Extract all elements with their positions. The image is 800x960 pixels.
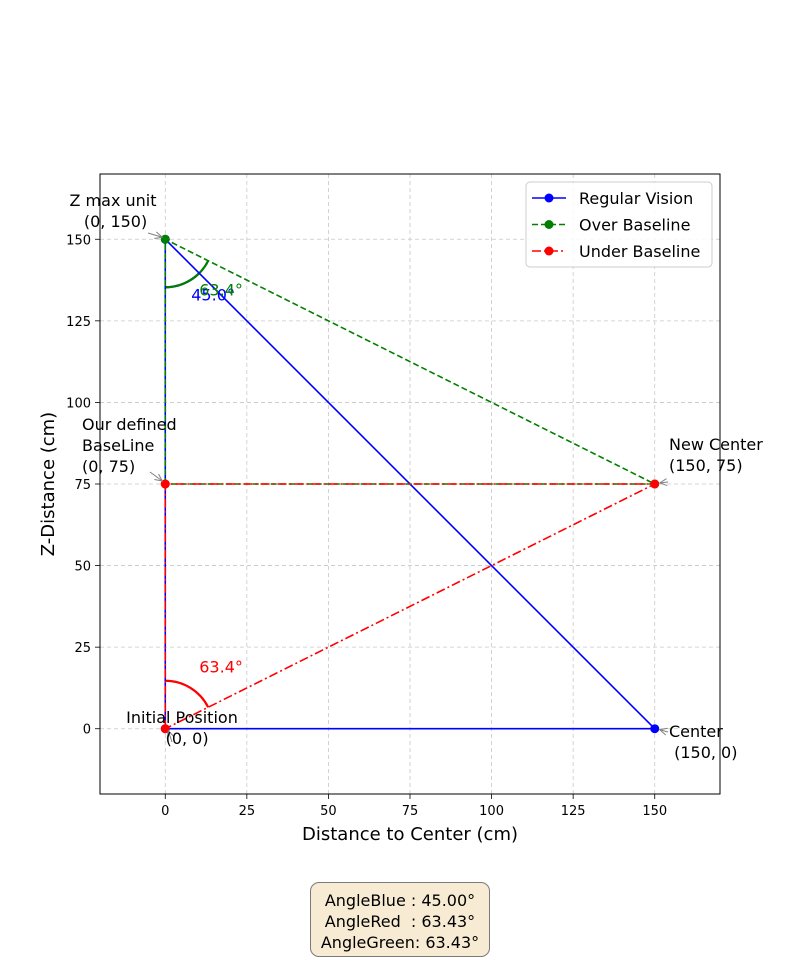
y-tick-label: 25 (74, 641, 91, 656)
angle-label-1: 63.4° (199, 280, 243, 299)
legend-label-2: Under Baseline (579, 242, 700, 261)
x-tick-label: 25 (239, 804, 256, 819)
x-tick-label: 125 (561, 804, 586, 819)
series-0-point (650, 724, 660, 734)
plot-frame (99, 173, 721, 795)
legend-marker-1 (544, 220, 554, 229)
y-tick-label: 125 (66, 315, 91, 330)
legend-label-1: Over Baseline (579, 216, 690, 235)
annotation-arrow (149, 471, 163, 482)
annotation-arrow (167, 730, 173, 743)
angle-red-text: AngleRed : 63.43° (324, 912, 476, 931)
annotation-arrowhead (658, 478, 668, 487)
annotation-arrowhead (658, 727, 668, 736)
annotation-arrowhead (154, 473, 164, 482)
red-angle-arc (165, 679, 210, 708)
legend-marker-2 (544, 246, 554, 256)
x-tick-label: 0 (161, 804, 169, 819)
x-tick-label: 75 (402, 804, 419, 819)
legend-marker-0 (544, 193, 554, 203)
x-axis-label: Distance to Center (cm) (302, 824, 518, 845)
series-2-point (650, 479, 660, 489)
x-tick-label: 150 (642, 804, 667, 819)
series-2-point (160, 479, 170, 489)
y-tick-label: 50 (74, 560, 91, 575)
angle-label-2: 63.4° (199, 658, 243, 677)
annotation-text: New Center (150, 75) (669, 435, 763, 475)
legend-label-0: Regular Vision (579, 189, 693, 208)
series-line-2 (164, 483, 656, 730)
annotation-arrowhead (166, 729, 175, 739)
legend-box (525, 181, 713, 268)
y-tick-label: 100 (66, 396, 91, 411)
annotation-arrowhead (154, 231, 164, 240)
angle-info-box: AngleBlue : 45.00° AngleRed : 63.43° Ang… (310, 882, 490, 957)
y-tick-label: 150 (66, 233, 91, 248)
angle-green-text: AngleGreen: 63.43° (320, 933, 480, 952)
series-2-point (160, 724, 170, 734)
annotation-arrow (659, 729, 669, 733)
x-tick-label: 100 (479, 804, 504, 819)
green-angle-arc (165, 260, 210, 289)
y-axis-label: Z-Distance (cm) (38, 412, 59, 556)
y-tick-label: 0 (83, 723, 91, 738)
angle-label-0: 45.0° (191, 285, 235, 304)
annotation-text: Center (150, 0) (669, 722, 737, 762)
series-1-point (160, 234, 170, 244)
annotation-text: Z max unit (0, 150) (70, 191, 157, 231)
y-tick-label: 75 (74, 478, 91, 493)
annotation-text: Initial Position (0, 0) (126, 708, 238, 748)
annotation-arrow (659, 481, 669, 484)
x-tick-label: 50 (320, 804, 337, 819)
angle-blue-text: AngleBlue : 45.00° (324, 891, 476, 910)
annotation-arrow (147, 232, 163, 238)
annotation-text: Our defined BaseLine (0, 75) (82, 415, 177, 476)
